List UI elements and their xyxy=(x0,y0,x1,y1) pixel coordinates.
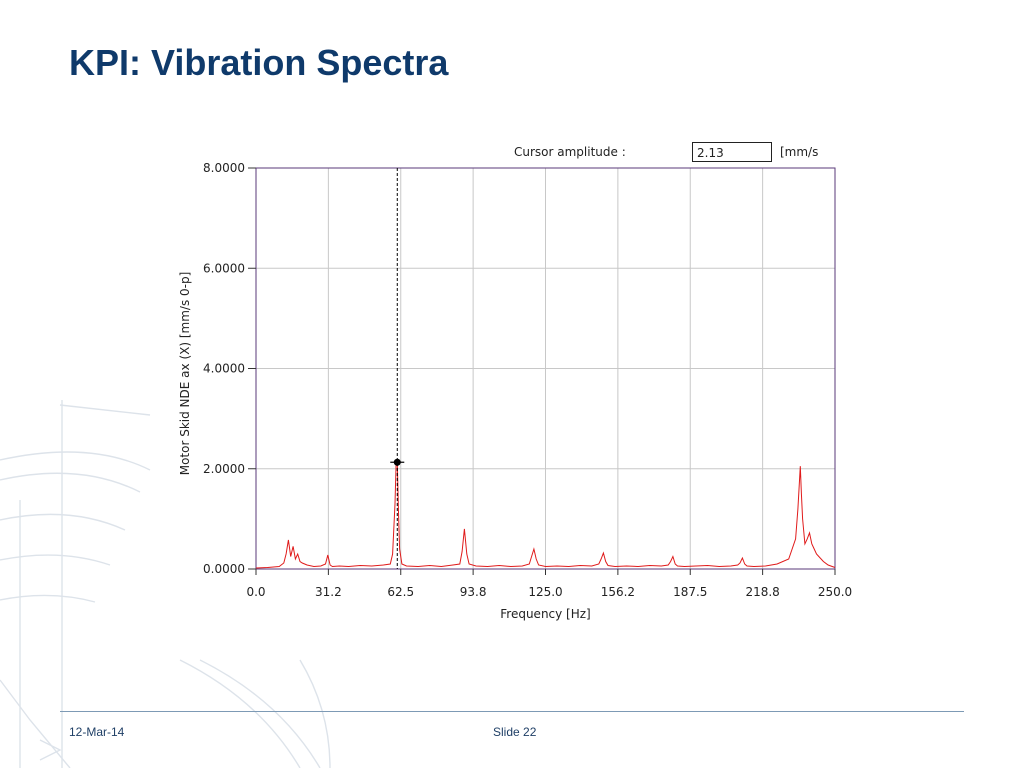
y-tick-label: 2.0000 xyxy=(203,462,245,476)
x-axis-ticks: 0.0 31.2 62.5 93.8 125.0 156.2 187.5 218.8 250.0 xyxy=(246,569,852,599)
x-tick-label: 250.0 xyxy=(818,585,852,599)
y-axis-ticks: 0.0000 2.0000 4.0000 6.0000 8.0000 xyxy=(203,161,256,576)
x-tick-label: 93.8 xyxy=(460,585,487,599)
y-axis-label: Motor Skid NDE ax (X) [mm/s 0-p] xyxy=(178,272,192,476)
footer-divider xyxy=(60,711,964,712)
x-tick-label: 156.2 xyxy=(601,585,635,599)
y-tick-label: 4.0000 xyxy=(203,362,245,376)
y-tick-label: 0.0000 xyxy=(203,562,245,576)
y-tick-label: 6.0000 xyxy=(203,261,245,275)
footer-date: 12-Mar-14 xyxy=(69,725,125,739)
x-axis-label: Frequency [Hz] xyxy=(500,607,591,621)
spectrum-trace xyxy=(255,460,836,569)
cursor-amplitude-unit: [mm/s xyxy=(780,145,819,159)
chart-grid xyxy=(255,167,836,570)
x-tick-label: 218.8 xyxy=(745,585,779,599)
x-tick-label: 62.5 xyxy=(387,585,414,599)
x-tick-label: 31.2 xyxy=(315,585,342,599)
cursor-amplitude-label: Cursor amplitude : xyxy=(514,145,626,159)
y-tick-label: 8.0000 xyxy=(203,161,245,175)
slide-number: Slide 22 xyxy=(493,725,537,739)
page-title: KPI: Vibration Spectra xyxy=(69,42,449,83)
x-tick-label: 125.0 xyxy=(528,585,562,599)
x-tick-label: 0.0 xyxy=(246,585,265,599)
cursor-amplitude-field[interactable]: 2.13 xyxy=(692,142,772,162)
x-tick-label: 187.5 xyxy=(673,585,707,599)
